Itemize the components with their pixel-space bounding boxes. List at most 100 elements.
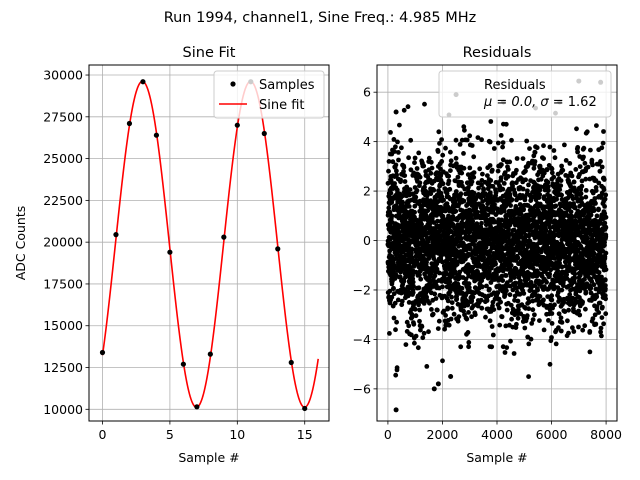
residual-point <box>593 201 598 206</box>
residual-point <box>444 259 450 265</box>
residual-point <box>421 163 427 169</box>
residual-point <box>582 160 588 166</box>
residuals-title: Residuals <box>463 45 532 61</box>
residual-point <box>469 143 475 148</box>
residuals-ytick-label-3: 0 <box>363 233 371 248</box>
residual-point <box>575 149 580 155</box>
residual-point <box>428 159 434 165</box>
residual-point <box>388 130 393 135</box>
residual-point <box>480 171 485 177</box>
residual-point <box>537 192 543 198</box>
residuals-x-ticks: 0 2000 4000 6000 8000 <box>384 421 622 442</box>
residual-point <box>603 192 609 198</box>
residual-point <box>572 271 578 277</box>
residual-point <box>574 255 580 261</box>
residual-point <box>446 322 452 328</box>
residual-point <box>601 321 606 327</box>
residual-point <box>479 284 485 290</box>
residual-point <box>404 319 410 325</box>
residual-point <box>594 123 599 128</box>
residual-point <box>577 312 583 318</box>
residual-point <box>393 327 398 333</box>
residual-point <box>393 372 399 378</box>
residual-point <box>394 365 400 371</box>
residual-point <box>438 166 443 172</box>
residual-point <box>458 191 464 197</box>
residual-point <box>507 192 513 198</box>
residual-point <box>515 255 521 261</box>
sine-fit-axes-frame <box>88 64 330 422</box>
residual-point <box>508 203 513 208</box>
residual-point <box>567 161 573 166</box>
residual-point <box>409 250 414 256</box>
residual-point <box>526 374 531 379</box>
sample-point-6 <box>180 361 186 367</box>
residual-point <box>601 187 607 193</box>
residual-point <box>391 315 397 321</box>
residual-point <box>598 194 604 200</box>
residual-point <box>568 209 574 215</box>
legend-sigma-value: = 1.62 <box>549 95 597 110</box>
residual-point <box>469 212 474 218</box>
residual-point <box>562 309 568 314</box>
residual-point <box>402 179 408 184</box>
residual-point <box>496 305 502 311</box>
legend-samples-marker <box>230 81 236 87</box>
residual-point <box>387 288 393 294</box>
residual-point <box>415 345 421 351</box>
residual-point <box>409 247 415 252</box>
residual-point <box>409 332 414 338</box>
residual-point <box>416 302 421 308</box>
residual-point <box>399 145 404 151</box>
residual-point <box>466 285 472 290</box>
residual-point <box>565 318 570 324</box>
residual-point <box>524 313 530 319</box>
residual-point <box>416 285 422 291</box>
residual-point <box>455 174 461 180</box>
residual-point <box>544 279 549 285</box>
residual-point <box>440 358 445 364</box>
residual-point <box>503 273 509 278</box>
residual-point <box>558 178 564 184</box>
residual-point <box>565 173 571 179</box>
residual-point <box>387 331 392 336</box>
residual-point <box>517 291 523 297</box>
residual-point <box>443 313 448 318</box>
residual-point <box>504 284 510 289</box>
residual-point <box>596 206 601 212</box>
residual-point <box>553 341 559 347</box>
residual-point <box>422 184 427 190</box>
residual-point <box>505 167 511 172</box>
residual-point <box>392 181 397 186</box>
residual-point <box>457 142 463 147</box>
residual-point <box>545 294 551 299</box>
sine-fit-ytick-label-0: 10000 <box>43 402 83 417</box>
residual-point <box>562 142 567 148</box>
residual-point <box>400 199 405 205</box>
residual-point <box>435 149 441 154</box>
residual-point <box>538 249 544 255</box>
residual-point <box>447 186 453 192</box>
sample-point-9 <box>221 234 227 240</box>
residual-point <box>558 183 564 189</box>
residual-point <box>459 170 465 176</box>
residual-point <box>592 196 598 201</box>
residual-point <box>483 191 488 197</box>
residual-point <box>532 283 538 288</box>
residual-point <box>579 196 585 201</box>
residual-point <box>500 144 505 150</box>
residual-point <box>408 167 414 173</box>
residual-point <box>402 173 408 179</box>
residual-point <box>602 196 608 202</box>
residual-point <box>449 294 454 300</box>
residual-point <box>448 316 454 322</box>
residual-point <box>471 154 477 160</box>
residual-point <box>528 336 534 342</box>
sample-point-12 <box>261 130 267 137</box>
residual-point <box>431 187 437 193</box>
residual-point <box>440 284 445 290</box>
residual-point <box>527 146 532 152</box>
residual-point <box>541 170 547 176</box>
residual-point <box>454 161 459 167</box>
residual-point <box>520 186 526 192</box>
